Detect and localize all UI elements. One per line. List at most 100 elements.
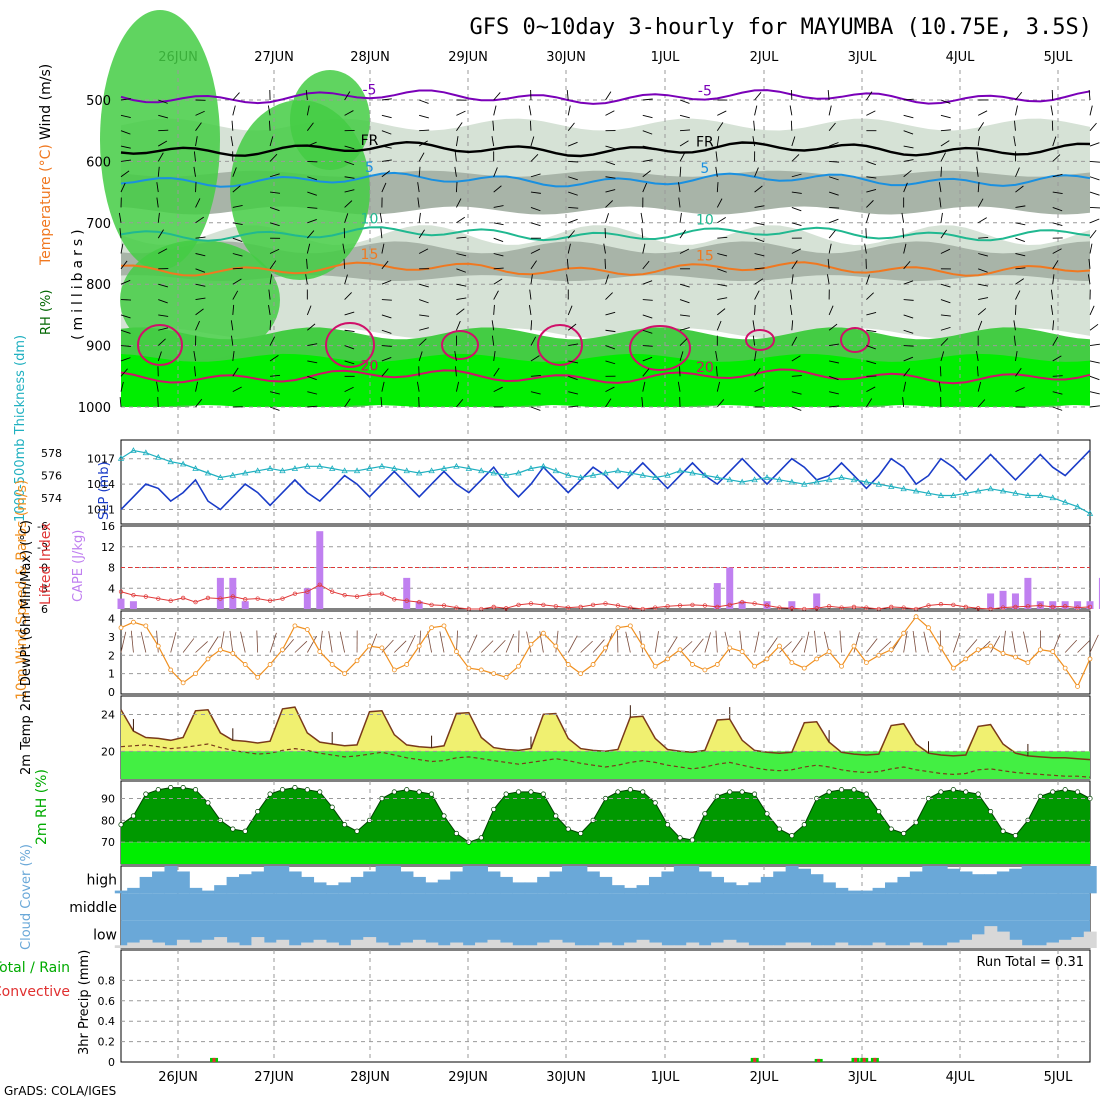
wind-barb (307, 230, 315, 239)
rh2m-point (702, 811, 708, 817)
wind-barb (754, 167, 759, 177)
wind-barb-10m (580, 640, 593, 653)
wind-barb (976, 151, 979, 162)
rh2m-point (416, 789, 422, 795)
cloud-high-bar (785, 866, 799, 894)
wind-barb (268, 289, 271, 300)
wind-barb (977, 182, 980, 193)
wind-speed-point (354, 658, 360, 664)
wind-barb (866, 398, 873, 408)
wind-barb-10m (814, 630, 818, 653)
thickness-point (304, 462, 311, 469)
wind-barb (307, 375, 317, 381)
rh2m-point (640, 789, 646, 795)
wind-barb (866, 176, 877, 179)
wind-barb (418, 166, 421, 177)
wind-barb (1089, 191, 1100, 196)
wind-barb (978, 253, 988, 257)
li-point (851, 604, 857, 610)
wind-barb (1052, 136, 1057, 147)
slp-thickness-panel-frame (120, 439, 1091, 525)
wind-barb (344, 329, 355, 332)
rh2m-point (503, 791, 509, 797)
wind-barb (642, 368, 650, 377)
wind-barb (493, 267, 504, 270)
thickness-point (1074, 503, 1081, 510)
wind-barb (605, 189, 616, 193)
cloud-high-bar (798, 868, 811, 894)
wind-barb (1089, 160, 1100, 163)
wind-barb (1089, 405, 1100, 408)
wind-barb (567, 323, 577, 331)
thickness-point (888, 483, 895, 489)
wind-barb (119, 396, 122, 408)
pressure-units-label: (millibars) (70, 225, 86, 340)
cloud-low-bar (139, 939, 153, 948)
wind-barb (568, 391, 579, 395)
slp-tick-label: 1017 (87, 453, 115, 466)
wind-barb (789, 105, 793, 116)
wind-barb (568, 218, 578, 224)
wind-barb (342, 243, 346, 254)
cloud-high-bar (400, 871, 414, 894)
cape-bar (403, 577, 411, 609)
cloud-low-bar (673, 945, 687, 948)
li-point (342, 593, 347, 598)
wind-barb (567, 230, 576, 239)
wind-barb (976, 351, 979, 362)
li-tick-label: -6 (37, 520, 48, 533)
cloud-layer-label: low (93, 927, 117, 943)
rh2m-point (553, 813, 559, 819)
wind-barb-10m (1002, 630, 1006, 653)
wind-barb (418, 229, 425, 239)
temp-tick-label: 20 (101, 745, 115, 758)
cloud-low-bar (114, 945, 128, 948)
wind-barb (232, 167, 237, 177)
wind-barb (157, 152, 164, 162)
wind-barb (530, 222, 541, 227)
wind-barb (193, 351, 196, 362)
isotherm-label: 5 (700, 161, 709, 177)
wind-barb (120, 329, 131, 334)
warm-contour (629, 325, 691, 371)
wind-barb-10m (866, 638, 878, 653)
cape-bar (713, 583, 721, 609)
wind-barb (679, 114, 690, 119)
rh2m-point (876, 809, 882, 815)
wind-barb (903, 114, 914, 119)
wind-barb (567, 122, 575, 131)
wind-barb (530, 260, 537, 270)
wind-barb (1052, 320, 1055, 331)
cloud-low-bar (288, 945, 302, 948)
cloud-high-bar (922, 866, 936, 894)
thickness-point (515, 469, 522, 476)
cloud-high-bar (984, 874, 998, 894)
cloud-low-bar (325, 942, 339, 948)
thickness-tick-label: 578 (41, 447, 62, 460)
wind-barb (790, 289, 793, 300)
wind-barb (381, 381, 385, 392)
wind-speed-point (1013, 654, 1018, 660)
cape-bar (1011, 593, 1019, 609)
wind-speed-point (317, 649, 323, 654)
wind-barb (791, 260, 798, 270)
upper-air-panel: 500 600 700 800 900 1000 -5 -5 FR FR 5 5 10 10 15 15 20 2… (38, 10, 1100, 436)
cloud-low-bar (425, 942, 439, 948)
rh-moist-blob (290, 70, 370, 170)
wind-barb (344, 110, 354, 116)
wind-barb (642, 170, 651, 178)
wind-barb (120, 170, 130, 178)
wind-barb (456, 110, 466, 116)
precip-convective-bar (862, 1057, 866, 1062)
cloud-high-bar (636, 885, 650, 894)
thickness-point (378, 462, 386, 469)
wind-barb (158, 140, 168, 147)
wind-barb (642, 159, 653, 162)
wind-barb-10m (704, 632, 711, 653)
wind-barb (381, 357, 392, 362)
wind-barb (753, 120, 756, 131)
wind-barb (1052, 191, 1063, 195)
wind-barb (754, 92, 762, 101)
wind-barb (120, 345, 132, 347)
cloud-low-bar (562, 942, 575, 948)
